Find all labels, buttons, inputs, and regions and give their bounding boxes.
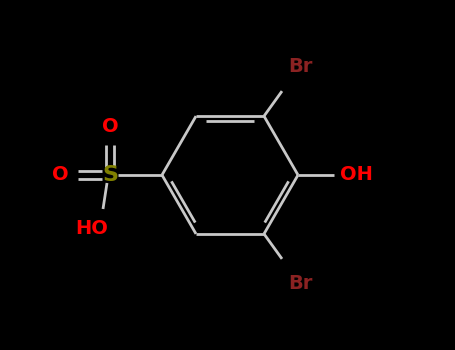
Text: Br: Br <box>288 57 312 76</box>
Text: HO: HO <box>76 219 108 238</box>
Text: S: S <box>102 165 118 185</box>
Text: O: O <box>52 166 68 184</box>
Text: Br: Br <box>288 274 312 293</box>
Text: O: O <box>101 118 118 136</box>
Text: OH: OH <box>339 166 373 184</box>
